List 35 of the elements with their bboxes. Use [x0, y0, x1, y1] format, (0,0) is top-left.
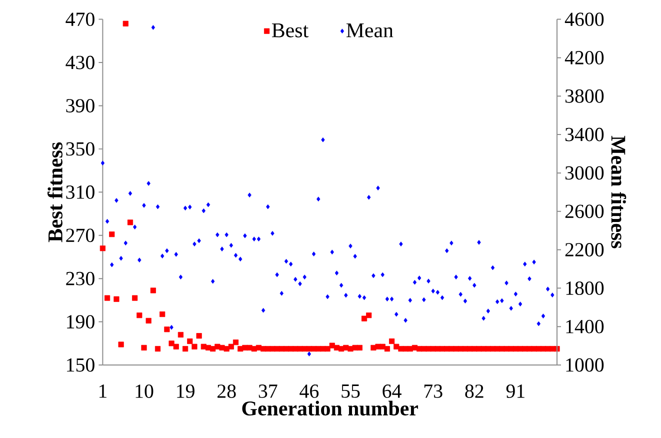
- y2-tick-label: 3800: [565, 89, 604, 103]
- x-tick-label: 82: [465, 384, 484, 398]
- y2-tick-label: 3000: [565, 166, 604, 180]
- y-tick-label: 190: [67, 315, 94, 329]
- y-axis-title: Best fitness: [48, 142, 62, 242]
- x-tick-label: 64: [382, 384, 402, 398]
- y2-axis-title: Mean fitness: [611, 136, 626, 248]
- y-tick-label: 350: [66, 142, 94, 156]
- x-tick-label: 19: [177, 384, 194, 398]
- legend-label: Mean: [346, 23, 394, 38]
- y-tick-label: 230: [66, 272, 94, 286]
- x-tick-label: 73: [424, 384, 442, 398]
- y-tick-label: 430: [66, 56, 94, 70]
- x-tick-label: 10: [136, 384, 154, 398]
- y2-tick-label: 4200: [564, 50, 604, 64]
- y2-tick-label: 3400: [565, 128, 604, 142]
- x-axis-title: Generation number: [242, 400, 418, 416]
- y-tick-label: 150: [67, 358, 94, 372]
- y2-tick-label: 1400: [566, 320, 604, 334]
- x-tick-label: 91: [506, 384, 524, 398]
- legend-label: Best: [272, 23, 308, 38]
- y2-tick-label: 1000: [566, 358, 604, 372]
- y-tick-label: 310: [66, 185, 94, 199]
- y-tick-label: 390: [66, 99, 94, 112]
- y2-tick-label: 2200: [565, 243, 604, 256]
- x-tick-label: 46: [300, 384, 319, 398]
- y-tick-label: 470: [66, 12, 94, 26]
- y2-tick-label: 2600: [565, 204, 604, 218]
- x-tick-label: 55: [342, 384, 360, 398]
- y-tick-label: 270: [66, 228, 94, 242]
- y2-tick-label: 1800: [566, 281, 604, 295]
- y2-tick-label: 4600: [564, 12, 604, 26]
- x-tick-label: 28: [218, 384, 236, 398]
- x-tick-label: 1: [99, 384, 106, 398]
- x-tick-label: 37: [258, 384, 278, 398]
